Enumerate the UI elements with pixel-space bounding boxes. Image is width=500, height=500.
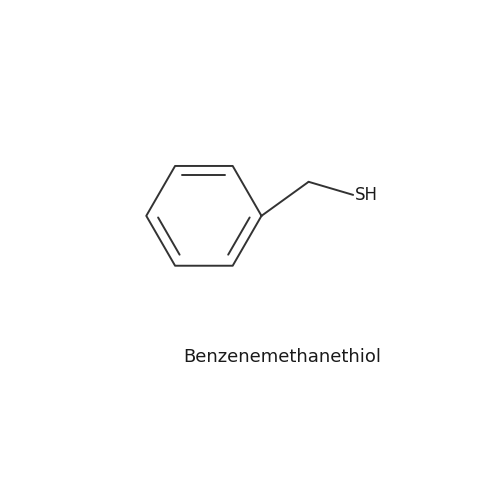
Text: SH: SH (355, 186, 378, 204)
Text: Benzenemethanethiol: Benzenemethanethiol (184, 348, 382, 366)
